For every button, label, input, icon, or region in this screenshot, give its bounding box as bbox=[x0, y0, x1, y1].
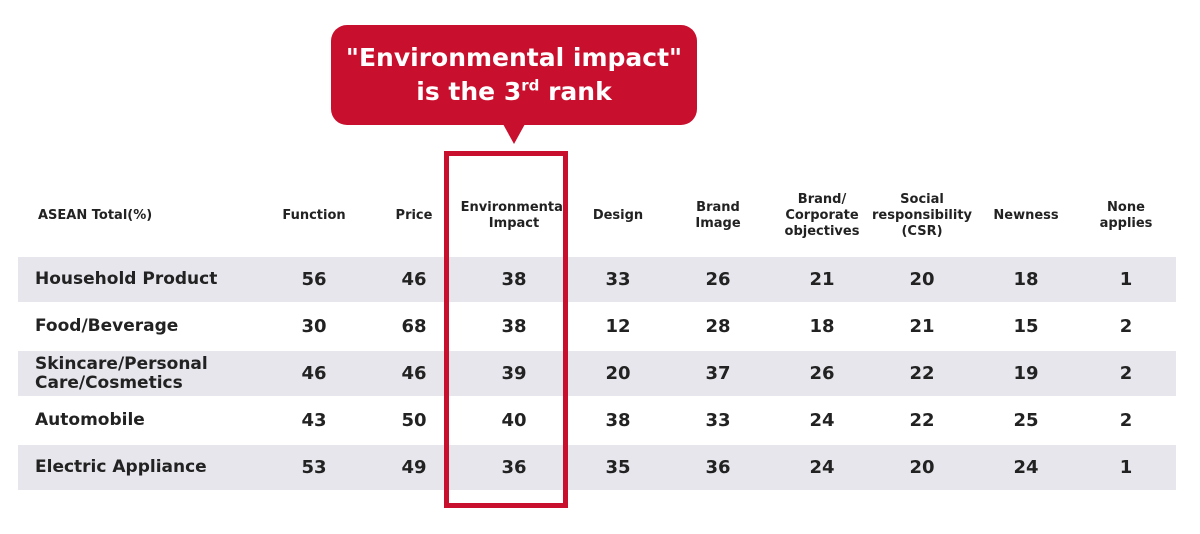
column-header: Function bbox=[282, 208, 346, 223]
table-cell: 30 bbox=[301, 316, 327, 337]
callout-line-2: is the 3rd rank bbox=[331, 75, 697, 109]
column-header: None applies bbox=[1099, 200, 1153, 231]
table-cell: 18 bbox=[809, 316, 835, 337]
column-header: Design bbox=[592, 208, 644, 223]
table-row: Household Product 56 46 38 33 26 21 20 18 1 bbox=[18, 257, 1176, 302]
table-cell: 21 bbox=[909, 316, 935, 337]
table-cell: 56 bbox=[301, 269, 327, 290]
table-cell: 20 bbox=[605, 363, 631, 384]
table-cell: 26 bbox=[705, 269, 731, 290]
table-cell: 38 bbox=[501, 316, 527, 337]
table-cell: 68 bbox=[401, 316, 427, 337]
callout-pointer bbox=[503, 124, 525, 144]
table-cell: 40 bbox=[501, 410, 527, 431]
table-cell: 25 bbox=[1013, 410, 1039, 431]
table-cell: 24 bbox=[1013, 457, 1039, 478]
table-cell: 46 bbox=[301, 363, 327, 384]
table-cell: 1 bbox=[1119, 457, 1133, 478]
table-cell: 46 bbox=[401, 363, 427, 384]
table-cell: 24 bbox=[809, 457, 835, 478]
table-cell: 26 bbox=[809, 363, 835, 384]
table-cell: 21 bbox=[809, 269, 835, 290]
table-cell: 36 bbox=[501, 457, 527, 478]
column-header: Newness bbox=[993, 208, 1059, 223]
table-cell: 19 bbox=[1013, 363, 1039, 384]
row-label: Automobile bbox=[35, 410, 145, 430]
table-cell: 2 bbox=[1119, 363, 1133, 384]
row-label: Electric Appliance bbox=[35, 457, 207, 477]
callout-line-1: "Environmental impact" bbox=[345, 43, 683, 72]
table-cell: 33 bbox=[605, 269, 631, 290]
table-cell: 1 bbox=[1119, 269, 1133, 290]
table-cell: 43 bbox=[301, 410, 327, 431]
table-cell: 37 bbox=[705, 363, 731, 384]
table-cell: 39 bbox=[501, 363, 527, 384]
table-cell: 2 bbox=[1119, 316, 1133, 337]
table-cell: 53 bbox=[301, 457, 327, 478]
table-cell: 20 bbox=[909, 457, 935, 478]
table-cell: 49 bbox=[401, 457, 427, 478]
table-cell: 38 bbox=[501, 269, 527, 290]
table-cell: 15 bbox=[1013, 316, 1039, 337]
table-cell: 22 bbox=[909, 363, 935, 384]
corner-label: ASEAN Total(%) bbox=[38, 208, 153, 223]
table-row: Food/Beverage 30 68 38 12 28 18 21 15 2 bbox=[18, 304, 1176, 349]
column-header: Brand Image bbox=[695, 200, 741, 231]
table-cell: 46 bbox=[401, 269, 427, 290]
callout-line-2-pre: is the 3 bbox=[416, 77, 522, 106]
table-cell: 22 bbox=[909, 410, 935, 431]
table-cell: 33 bbox=[705, 410, 731, 431]
row-label: Household Product bbox=[35, 269, 218, 289]
callout-line-2-post: rank bbox=[539, 77, 612, 106]
row-label: Food/Beverage bbox=[35, 316, 179, 336]
table-cell: 2 bbox=[1119, 410, 1133, 431]
table-cell: 50 bbox=[401, 410, 427, 431]
table-cell: 35 bbox=[605, 457, 631, 478]
table-cell: 18 bbox=[1013, 269, 1039, 290]
table-cell: 24 bbox=[809, 410, 835, 431]
table-row: Automobile 43 50 40 38 33 24 22 25 2 bbox=[18, 398, 1176, 443]
table-row: Electric Appliance 53 49 36 35 36 24 20 24 1 bbox=[18, 445, 1176, 490]
row-label: Skincare/Personal Care/Cosmetics bbox=[35, 353, 208, 393]
table-row: Skincare/Personal Care/Cosmetics 46 46 39 20… bbox=[18, 351, 1176, 396]
table-cell: 12 bbox=[605, 316, 631, 337]
column-header: Environmental Impact bbox=[460, 200, 568, 231]
table-cell: 20 bbox=[909, 269, 935, 290]
callout-superscript: rd bbox=[521, 76, 540, 95]
table-cell: 28 bbox=[705, 316, 731, 337]
column-header: Brand/ Corporate objectives bbox=[784, 192, 860, 239]
table-cell: 36 bbox=[705, 457, 731, 478]
table-cell: 38 bbox=[605, 410, 631, 431]
column-header: Price bbox=[395, 208, 433, 223]
column-header: Social responsibility (CSR) bbox=[871, 192, 973, 239]
callout-banner: "Environmental impact" is the 3rd rank bbox=[331, 25, 697, 125]
